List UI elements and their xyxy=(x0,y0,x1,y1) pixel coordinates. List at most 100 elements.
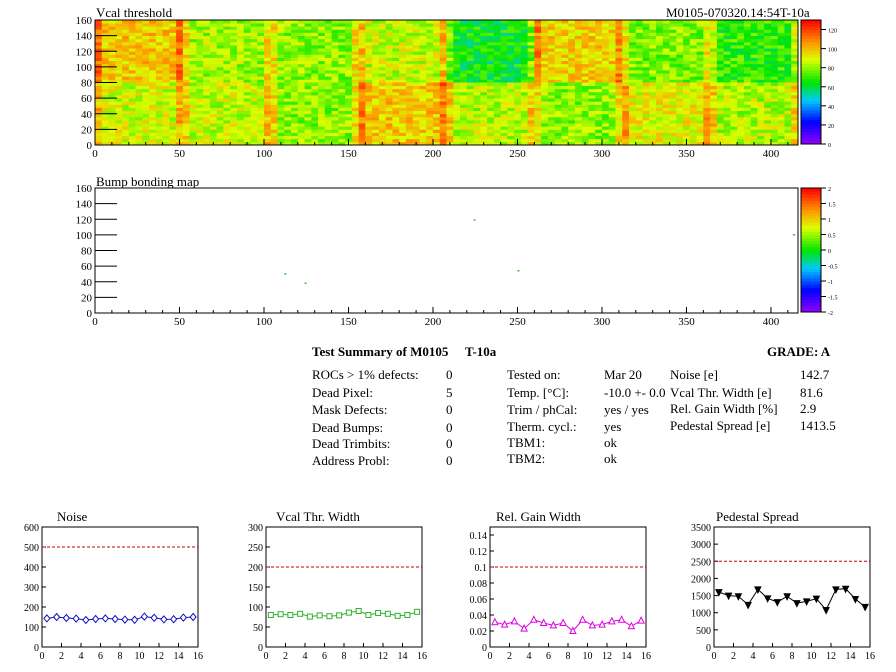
heatmap-cell xyxy=(392,107,400,112)
heatmap-cell xyxy=(696,41,704,46)
heatmap-cell xyxy=(595,126,603,130)
heatmap-cell xyxy=(169,91,177,96)
heatmap-cell xyxy=(223,85,231,90)
y-tick-label: 3000 xyxy=(691,540,711,551)
heatmap-cell xyxy=(683,88,691,93)
heatmap-cell xyxy=(304,101,312,105)
heatmap-cell xyxy=(764,95,772,99)
heatmap-cell xyxy=(95,95,103,99)
heatmap-cell xyxy=(460,126,468,130)
heatmap-cell xyxy=(723,23,731,27)
heatmap-cell xyxy=(311,73,319,77)
heatmap-cell xyxy=(493,29,501,33)
heatmap-cell xyxy=(608,104,616,108)
heatmap-cell xyxy=(250,60,258,65)
heatmap-cell xyxy=(554,129,562,133)
heatmap-cell xyxy=(507,60,515,65)
colorbar-cell xyxy=(801,215,821,220)
heatmap-cell xyxy=(629,91,637,96)
heatmap-cell xyxy=(791,45,799,49)
heatmap-cell xyxy=(128,104,136,108)
heatmap-cell xyxy=(372,48,380,52)
heatmap-cell xyxy=(642,123,650,127)
heatmap-cell xyxy=(568,82,576,87)
heatmap-cell xyxy=(757,132,765,137)
heatmap-cell xyxy=(405,35,414,40)
heatmap-cell xyxy=(601,66,610,71)
heatmap-cell xyxy=(493,113,501,118)
heatmap-cell xyxy=(507,88,515,93)
heatmap-cell xyxy=(615,51,623,55)
heatmap-cell xyxy=(716,132,725,137)
heatmap-cell xyxy=(291,73,299,77)
heatmap-cell xyxy=(500,116,508,121)
dead-trimbits-label: Dead Trimbits: xyxy=(312,436,391,451)
heatmap-cell xyxy=(236,88,245,93)
heatmap-cell xyxy=(669,135,677,140)
heatmap-cell xyxy=(676,123,684,127)
heatmap-cell xyxy=(743,98,752,102)
heatmap-cell xyxy=(115,76,123,80)
heatmap-cell xyxy=(757,23,765,27)
heatmap-cell xyxy=(426,20,434,24)
heatmap-cell xyxy=(351,107,360,112)
heatmap-cell xyxy=(338,95,346,99)
heatmap-cell xyxy=(757,60,765,65)
heatmap-cell xyxy=(196,23,204,27)
heatmap-cell xyxy=(446,120,454,124)
heatmap-cell xyxy=(743,88,752,93)
heatmap-cell xyxy=(730,129,738,133)
heatmap-cell xyxy=(561,63,569,68)
data-point xyxy=(72,614,80,623)
heatmap-cell xyxy=(554,66,562,71)
heatmap-cell xyxy=(676,45,684,49)
heatmap-cell xyxy=(487,91,495,96)
heatmap-cell xyxy=(669,129,677,133)
colorbar-cell xyxy=(801,66,821,71)
heatmap-cell xyxy=(236,26,245,30)
heatmap-cell xyxy=(358,41,366,46)
heatmap-cell xyxy=(385,98,393,102)
heatmap-cell xyxy=(331,135,339,140)
heatmap-cell xyxy=(128,135,136,140)
heatmap-cell xyxy=(439,116,447,121)
heatmap-cell xyxy=(514,29,522,33)
heatmap-cell xyxy=(216,129,224,133)
heatmap-cell xyxy=(574,29,583,33)
heatmap-cell xyxy=(595,95,603,99)
heatmap-cell xyxy=(534,101,542,105)
heatmap-cell xyxy=(534,51,542,55)
heatmap-cell xyxy=(534,116,542,121)
heatmap-cell xyxy=(453,60,461,65)
heatmap-cell xyxy=(338,126,346,130)
heatmap-cell xyxy=(122,73,130,77)
heatmap-cell xyxy=(216,107,224,112)
heatmap-cell xyxy=(683,107,691,112)
heatmap-cell xyxy=(257,98,265,102)
heatmap-cell xyxy=(155,126,163,130)
heatmap-cell xyxy=(324,29,332,33)
heatmap-cell xyxy=(696,120,704,124)
heatmap-cell xyxy=(318,26,326,30)
heatmap-cell xyxy=(473,57,481,62)
heatmap-cell xyxy=(493,32,501,37)
heatmap-cell xyxy=(149,95,157,99)
heatmap-cell xyxy=(716,60,725,65)
heatmap-cell xyxy=(791,70,799,74)
heatmap-cell xyxy=(426,76,434,80)
heatmap-cell xyxy=(723,101,731,105)
heatmap-cell xyxy=(689,73,698,77)
heatmap-cell xyxy=(716,88,725,93)
heatmap-cell xyxy=(405,95,414,99)
heatmap-cell xyxy=(230,66,238,71)
heatmap-cell xyxy=(122,129,130,133)
heatmap-cell xyxy=(385,32,393,37)
heatmap-cell xyxy=(101,29,109,33)
heatmap-cell xyxy=(743,126,752,130)
heatmap-cell xyxy=(284,70,292,74)
heatmap-cell xyxy=(656,138,664,143)
heatmap-cell xyxy=(615,38,623,43)
heatmap-cell xyxy=(507,54,515,58)
heatmap-cell xyxy=(730,123,738,127)
heatmap-cell xyxy=(419,120,427,124)
